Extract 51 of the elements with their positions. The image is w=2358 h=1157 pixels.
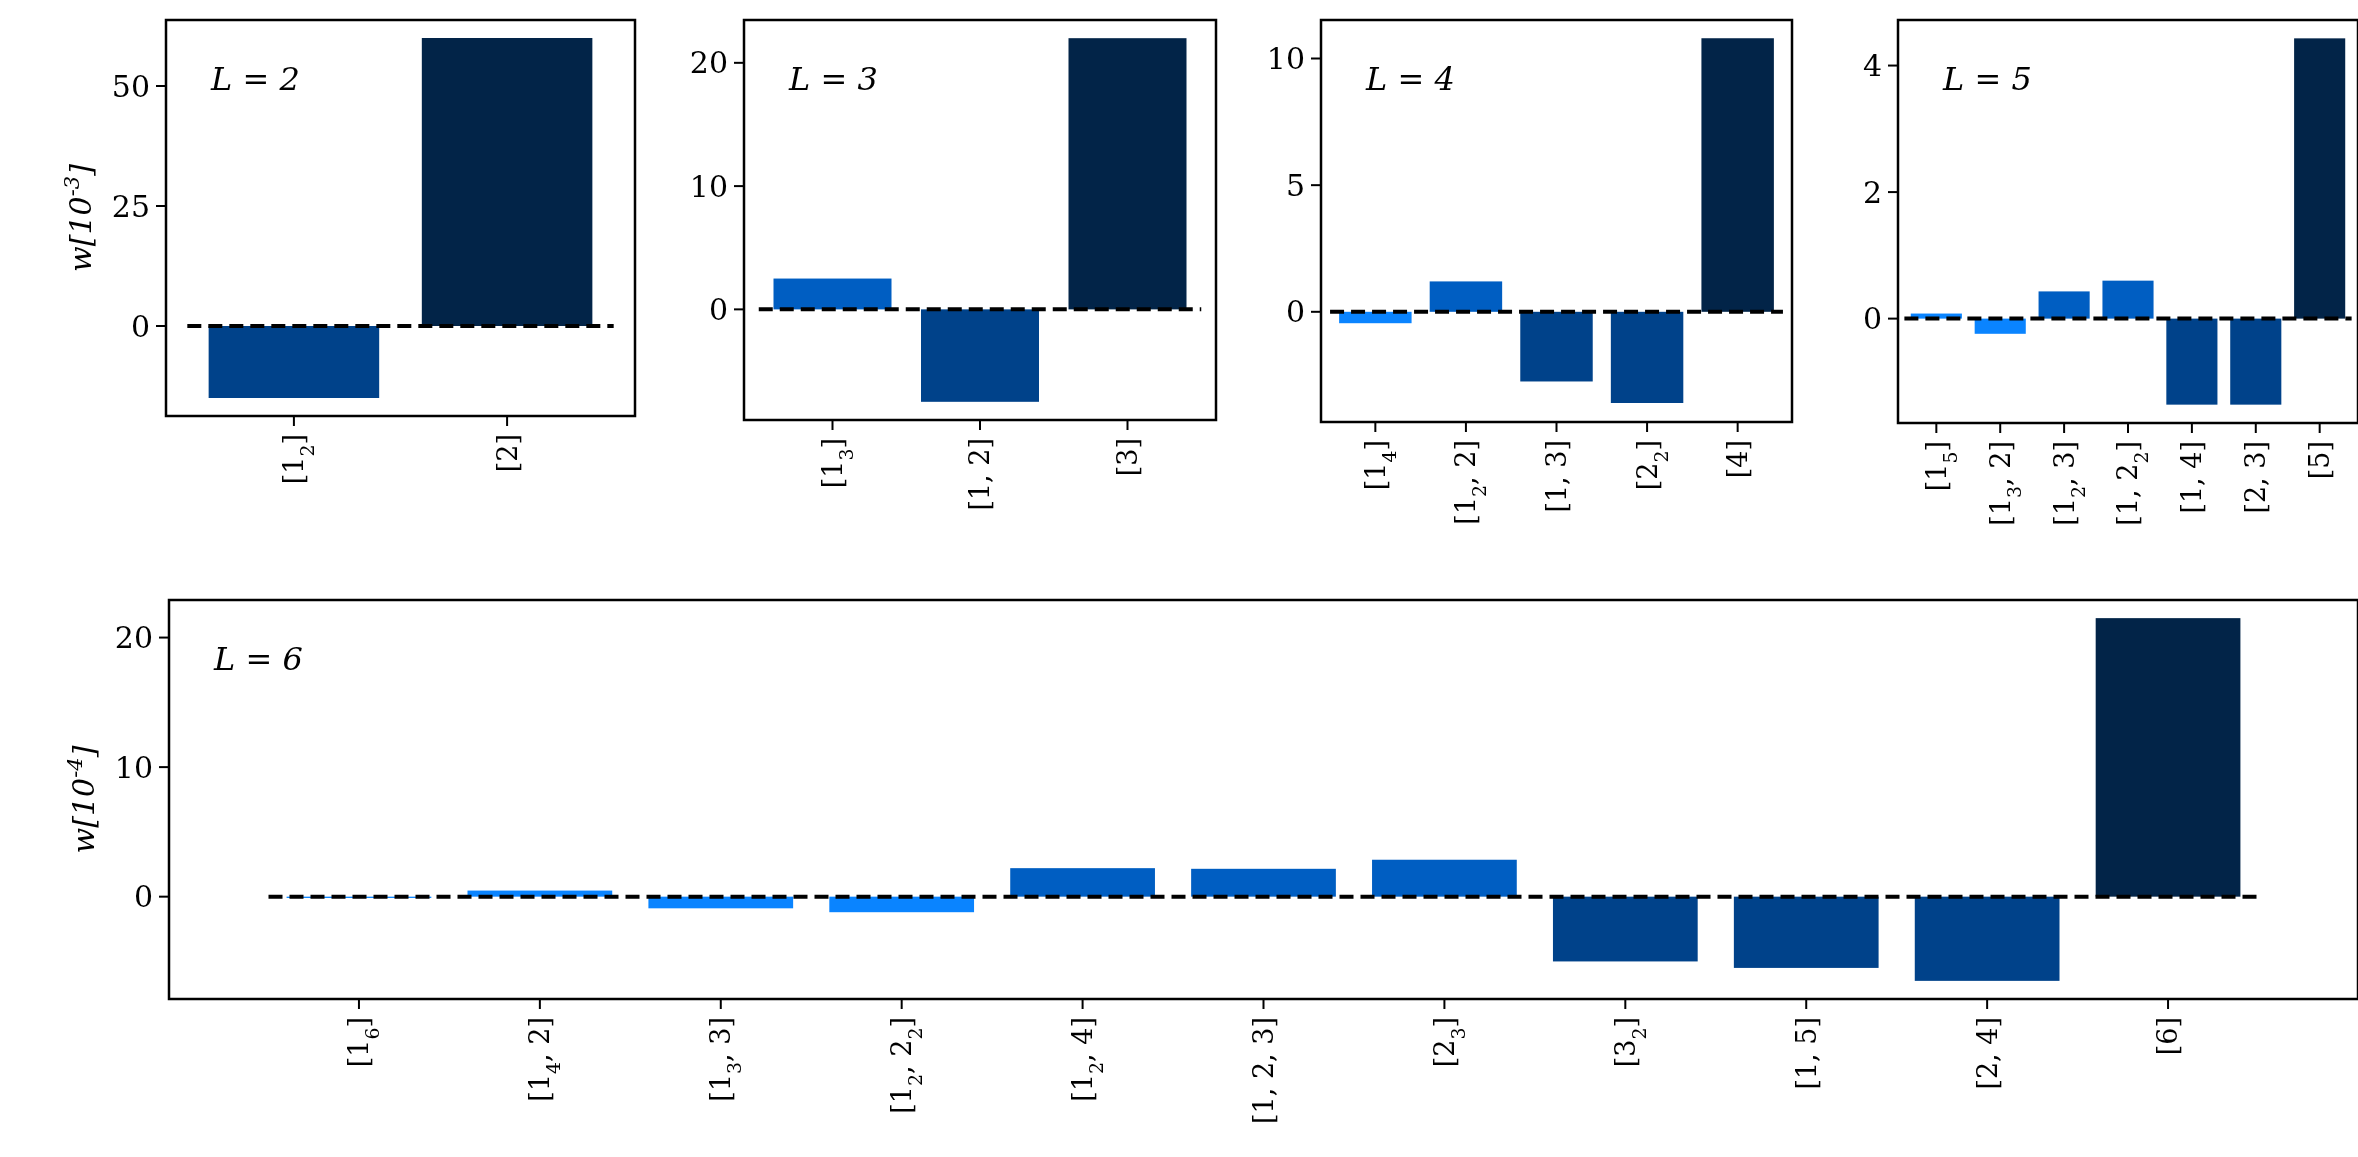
bar xyxy=(1610,311,1684,403)
bar xyxy=(921,309,1039,402)
bar xyxy=(773,278,892,310)
x-tick-label: [4] xyxy=(1722,440,1754,479)
y-tick-label: 0 xyxy=(1285,294,1305,330)
y-tick-label: 0 xyxy=(133,879,153,915)
x-tick-label: [1, 3] xyxy=(1540,440,1572,513)
x-tick-label: [5] xyxy=(2304,441,2336,480)
bar xyxy=(1429,281,1503,312)
y-tick-label: 25 xyxy=(111,188,150,224)
bar xyxy=(1520,311,1593,382)
bar xyxy=(2038,291,2090,319)
bar xyxy=(1010,868,1155,897)
x-tick-label: [1, 4] xyxy=(2176,441,2208,514)
annotation: L = 5 xyxy=(1942,60,2032,98)
y-tick-label: 2 xyxy=(1862,174,1882,210)
annotation: L = 2 xyxy=(210,60,300,98)
y-tick-label: 10 xyxy=(689,168,728,204)
bar xyxy=(1701,38,1774,312)
x-tick-label: [2, 4] xyxy=(1971,1017,2003,1090)
bar xyxy=(1191,868,1336,897)
bar xyxy=(2095,618,2241,897)
x-tick-label: [1, 5] xyxy=(1790,1017,1822,1090)
bar xyxy=(1914,896,2060,981)
y-tick-label: 0 xyxy=(130,308,150,344)
y-tick-label: 50 xyxy=(111,68,150,104)
y-tick-label: 10 xyxy=(1266,41,1305,76)
bar xyxy=(2230,318,2282,405)
y-tick-label: 5 xyxy=(1285,167,1305,203)
y-tick-label: 4 xyxy=(1862,48,1882,84)
bar xyxy=(1733,896,1879,968)
bar xyxy=(2166,318,2218,405)
annotation: L = 3 xyxy=(788,60,878,98)
x-tick-label: [3] xyxy=(1111,438,1143,477)
y-tick-label: 0 xyxy=(708,291,728,327)
bar xyxy=(2294,38,2346,319)
bar xyxy=(1068,38,1187,310)
annotation: L = 4 xyxy=(1365,60,1455,98)
annotation: L = 6 xyxy=(213,640,303,678)
y-tick-label: 20 xyxy=(114,620,153,656)
y-tick-label: 0 xyxy=(1862,301,1882,337)
x-tick-label: [6] xyxy=(2152,1017,2184,1056)
bar xyxy=(1372,859,1517,897)
bar xyxy=(2102,280,2154,319)
x-tick-label: [1, 2, 3] xyxy=(1247,1017,1279,1124)
bar xyxy=(1552,896,1698,962)
y-tick-label: 20 xyxy=(689,45,728,81)
y-tick-label: 10 xyxy=(114,749,153,785)
x-tick-label: [1, 2] xyxy=(964,438,996,511)
x-tick-label: [2] xyxy=(491,434,523,473)
x-tick-label: [2, 3] xyxy=(2240,441,2272,514)
